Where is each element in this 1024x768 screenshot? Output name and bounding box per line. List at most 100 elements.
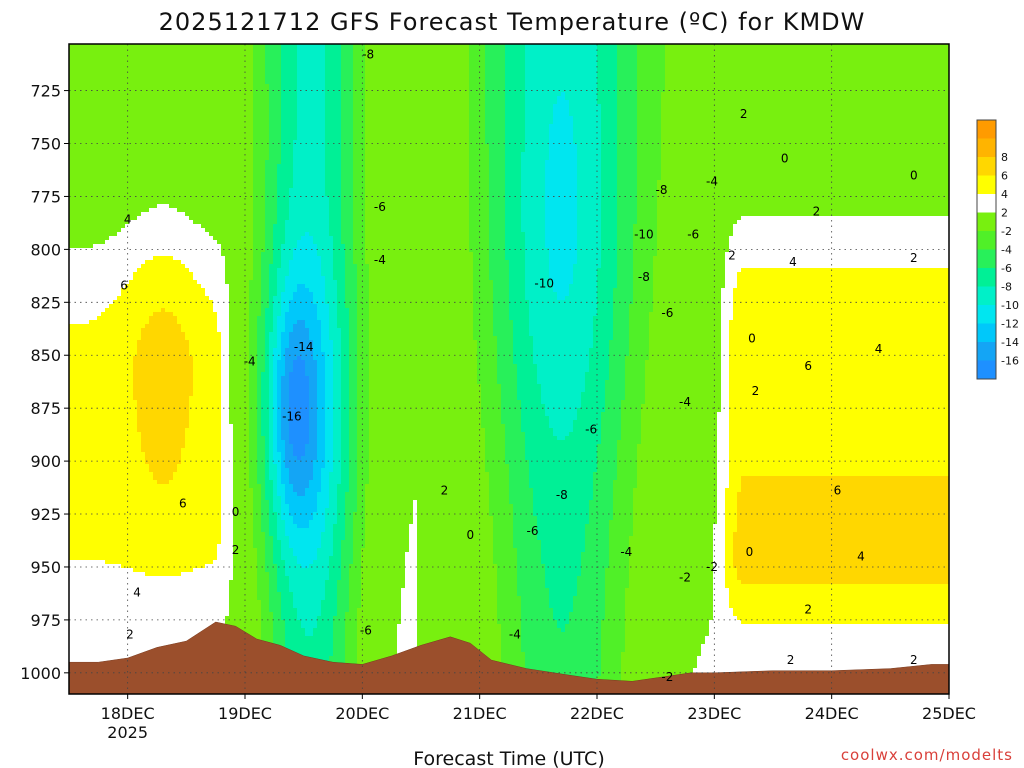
temperature-cell	[253, 108, 270, 113]
temperature-cell	[257, 596, 270, 601]
temperature-cell	[717, 444, 730, 449]
temperature-cell	[513, 336, 534, 341]
temperature-cell	[629, 584, 714, 589]
temperature-cell	[305, 284, 326, 289]
temperature-cell	[69, 240, 106, 245]
temperature-cell	[469, 204, 490, 209]
temperature-cell	[145, 260, 182, 265]
temperature-cell	[205, 288, 230, 293]
temperature-cell	[557, 292, 570, 297]
temperature-cell	[601, 164, 618, 169]
temperature-cell	[565, 96, 598, 101]
temperature-cell	[489, 192, 506, 197]
temperature-cell	[353, 104, 366, 109]
temperature-cell	[713, 556, 726, 561]
temperature-cell	[521, 160, 546, 165]
temperature-cell	[541, 560, 582, 565]
temperature-cell	[609, 368, 626, 373]
temperature-cell	[369, 368, 478, 373]
temperature-cell	[261, 500, 270, 505]
temperature-cell	[69, 116, 254, 121]
temperature-cell	[369, 264, 474, 269]
temperature-cell	[341, 380, 350, 385]
temperature-cell	[633, 264, 654, 269]
temperature-cell	[261, 488, 266, 493]
temperature-cell	[613, 504, 634, 509]
temperature-cell	[637, 68, 666, 73]
temperature-cell	[69, 344, 138, 349]
temperature-cell	[629, 544, 714, 549]
temperature-cell	[257, 476, 266, 481]
temperature-cell	[229, 284, 250, 289]
temperature-cell	[629, 552, 714, 557]
temperature-cell	[725, 552, 734, 557]
temperature-cell	[729, 444, 949, 449]
temperature-cell	[69, 144, 254, 149]
temperature-cell	[617, 472, 638, 477]
temperature-cell	[69, 180, 254, 185]
temperature-cell	[581, 556, 610, 561]
temperature-cell	[253, 172, 266, 177]
temperature-cell	[297, 608, 322, 613]
temperature-cell	[221, 400, 230, 405]
temperature-cell	[405, 564, 418, 569]
temperature-cell	[469, 248, 490, 253]
temperature-cell	[737, 500, 949, 505]
temperature-cell	[729, 244, 949, 249]
temperature-cell	[341, 560, 354, 565]
temperature-cell	[333, 376, 342, 381]
temperature-cell	[505, 208, 522, 213]
temperature-cell	[325, 368, 334, 373]
temperature-cell	[525, 64, 598, 69]
temperature-cell	[333, 436, 342, 441]
temperature-cell	[517, 368, 538, 373]
temperature-cell	[365, 176, 470, 181]
temperature-cell	[265, 532, 270, 537]
temperature-cell	[369, 428, 486, 433]
temperature-cell	[265, 188, 278, 193]
temperature-cell	[277, 212, 290, 217]
temperature-cell	[181, 572, 234, 577]
temperature-cell	[273, 636, 286, 641]
temperature-cell	[69, 156, 254, 161]
temperature-cell	[249, 436, 258, 441]
temperature-cell	[349, 468, 358, 473]
temperature-cell	[353, 112, 366, 117]
temperature-cell	[497, 572, 518, 577]
contour-label: 0	[748, 331, 756, 345]
temperature-cell	[477, 380, 498, 385]
temperature-cell	[317, 312, 330, 317]
temperature-cell	[313, 628, 334, 633]
contour-label: 2	[740, 107, 748, 121]
temperature-cell	[285, 648, 334, 653]
temperature-cell	[349, 456, 358, 461]
temperature-cell	[613, 336, 630, 341]
temperature-cell	[221, 412, 230, 417]
temperature-cell	[409, 524, 418, 529]
temperature-cell	[729, 324, 949, 329]
temperature-cell	[273, 500, 282, 505]
temperature-cell	[369, 460, 486, 465]
temperature-cell	[545, 160, 578, 165]
temperature-cell	[721, 348, 730, 353]
temperature-cell	[277, 344, 282, 349]
temperature-cell	[369, 432, 486, 437]
temperature-cell	[325, 156, 342, 161]
temperature-cell	[601, 436, 622, 441]
temperature-cell	[133, 360, 194, 365]
temperature-cell	[209, 232, 254, 237]
temperature-cell	[505, 436, 526, 441]
contour-label: -4	[374, 253, 386, 267]
temperature-cell	[341, 456, 350, 461]
temperature-cell	[601, 148, 618, 153]
temperature-cell	[737, 496, 949, 501]
temperature-cell	[277, 288, 286, 293]
temperature-cell	[469, 228, 490, 233]
temperature-cell	[253, 536, 266, 541]
temperature-cell	[353, 172, 366, 177]
temperature-cell	[345, 536, 354, 541]
temperature-cell	[589, 348, 610, 353]
temperature-cell	[277, 388, 282, 393]
temperature-cell	[617, 220, 638, 225]
temperature-cell	[269, 152, 282, 157]
